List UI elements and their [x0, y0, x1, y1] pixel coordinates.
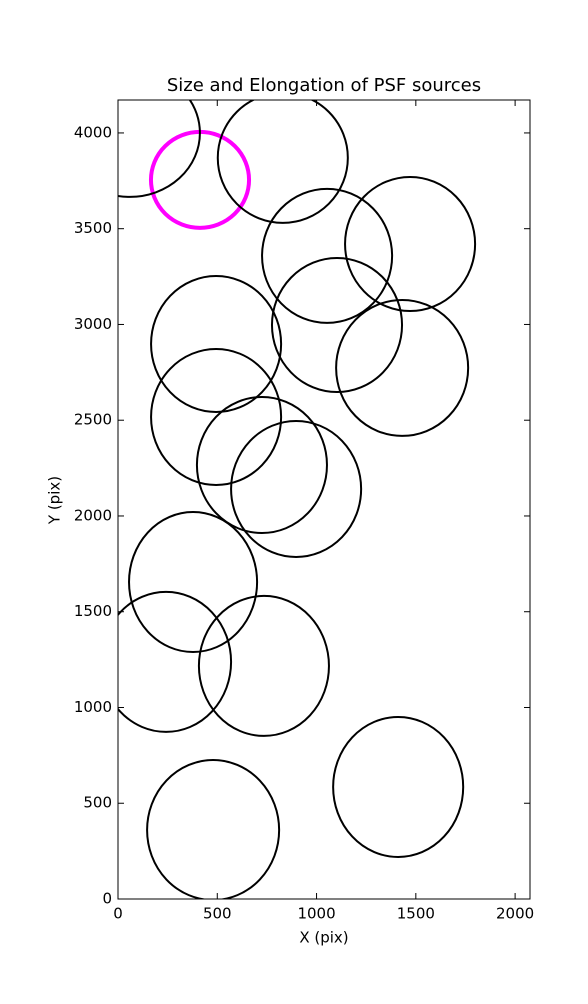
y-tick-label: 3500	[74, 219, 112, 237]
y-tick-label: 4000	[74, 123, 112, 141]
psf-ellipse	[146, 759, 281, 899]
psf-ellipse	[216, 100, 349, 224]
psf-ellipse	[118, 100, 201, 198]
y-tick-label: 3000	[74, 315, 112, 333]
y-tick-label: 0	[102, 890, 112, 908]
psf-ellipse	[148, 129, 252, 230]
psf-ellipse	[332, 715, 465, 858]
chart-title: Size and Elongation of PSF sources	[167, 75, 481, 96]
psf-ellipse	[150, 275, 283, 413]
x-tick-label: 1000	[297, 905, 335, 923]
x-tick-label: 1500	[397, 905, 435, 923]
plot-frame	[117, 99, 531, 900]
y-tick-label: 1000	[74, 698, 112, 716]
plot-area	[118, 100, 477, 899]
x-tick-label: 500	[203, 905, 232, 923]
y-tick-label: 2000	[74, 506, 112, 524]
x-tick-label: 0	[113, 905, 123, 923]
psf-ellipse	[128, 511, 259, 654]
x-tick-label: 2000	[496, 905, 534, 923]
psf-ellipse	[195, 396, 328, 535]
y-axis-label: Y (pix)	[46, 476, 64, 525]
y-tick-label: 2500	[74, 411, 112, 429]
psf-ellipse	[150, 347, 283, 486]
psf-ellipse	[118, 590, 233, 733]
psf-ellipse	[261, 187, 394, 324]
x-axis-label: X (pix)	[299, 929, 348, 947]
psf-ellipse	[335, 298, 470, 437]
psf-ellipse	[230, 419, 363, 558]
y-tick-label: 500	[83, 794, 112, 812]
psf-ellipse	[197, 594, 330, 737]
y-tick-label: 1500	[74, 602, 112, 620]
psf-ellipse	[344, 175, 477, 313]
psf-ellipse	[270, 256, 404, 394]
